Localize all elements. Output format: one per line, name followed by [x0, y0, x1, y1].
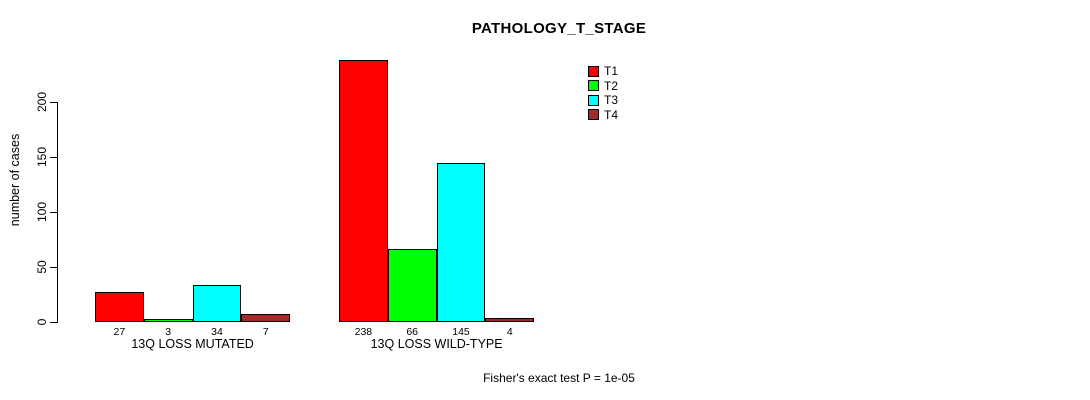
legend-label: T2 [604, 78, 619, 93]
y-tick-mark [50, 157, 57, 158]
y-axis-line [57, 102, 58, 323]
legend-swatch-t4 [588, 109, 599, 121]
legend-row-t1: T1 [588, 65, 618, 78]
legend-label: T4 [604, 107, 619, 122]
y-tick-mark [50, 267, 57, 268]
bar-value-label: 145 [452, 326, 470, 338]
legend-swatch-t2 [588, 80, 599, 92]
bar-value-label: 27 [113, 326, 126, 338]
y-tick-label: 150 [35, 146, 49, 168]
y-tick-mark [50, 322, 57, 323]
group-label: 13Q LOSS MUTATED [131, 337, 254, 351]
bar-value-label: 66 [406, 326, 419, 338]
chart-title: PATHOLOGY_T_STAGE [471, 20, 647, 37]
bar-t1-group2 [339, 60, 388, 322]
legend-row-t2: T2 [588, 78, 619, 93]
y-tick-label: 100 [35, 201, 49, 223]
bar-t1-group1 [95, 292, 144, 322]
y-tick-label: 200 [35, 91, 49, 113]
bar-t4-group1 [241, 314, 291, 322]
bar-value-label: 3 [165, 326, 172, 338]
group-label: 13Q LOSS WILD-TYPE [370, 337, 503, 351]
legend-label: T1 [604, 64, 619, 78]
legend-row-t4: T4 [588, 107, 619, 122]
bar-value-label: 4 [506, 326, 513, 338]
legend: T1 T2 T3 T4 [588, 65, 618, 123]
y-tick-label: 0 [35, 318, 49, 326]
y-tick-mark [50, 212, 57, 213]
bar-t3-group2 [436, 162, 486, 322]
bar-value-label: 7 [262, 326, 269, 338]
bar-t3-group1 [192, 284, 242, 322]
bar-value-label: 238 [354, 326, 373, 338]
legend-label: T3 [604, 93, 619, 107]
bar-t2-group1 [143, 318, 193, 322]
legend-swatch-t1 [588, 65, 599, 77]
statistical-test-note: Fisher's exact test P = 1e-05 [483, 371, 635, 385]
legend-swatch-t3 [588, 94, 599, 106]
y-tick-label: 50 [35, 260, 49, 274]
bar-t2-group2 [387, 249, 437, 322]
legend-row-t3: T3 [588, 94, 618, 107]
bar-value-label: 34 [211, 326, 223, 338]
bar-t4-group2 [485, 317, 535, 322]
y-tick-mark [50, 102, 57, 103]
y-axis-title: number of cases [8, 133, 22, 227]
